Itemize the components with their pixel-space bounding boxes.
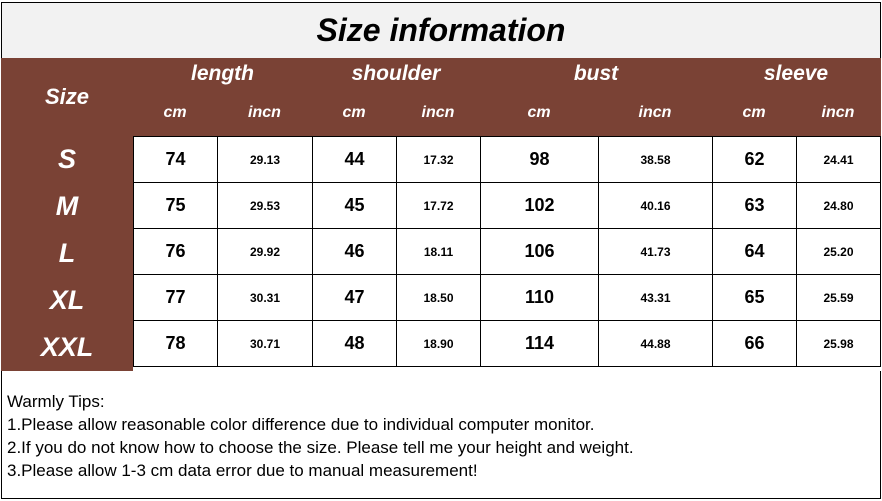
table-row: 78 30.71 48 18.90 114 44.88 66 25.98 <box>133 320 881 367</box>
cell-cm: 98 <box>480 136 599 183</box>
cell-cm: 63 <box>712 182 797 229</box>
cell-cm: 44 <box>312 136 397 183</box>
cell-inch: 25.98 <box>796 320 881 367</box>
size-label: XL <box>49 285 85 315</box>
size-label: S <box>57 144 76 174</box>
unit-header: cm <box>342 104 366 121</box>
unit-header: cm <box>742 104 766 121</box>
size-label: L <box>58 238 76 268</box>
size-label: XXL <box>40 332 94 362</box>
cell-inch: 29.92 <box>217 228 313 275</box>
group-bust: bust <box>573 62 619 85</box>
unit-header: cm <box>527 104 551 121</box>
cell-cm: 75 <box>133 182 218 229</box>
cell-inch: 18.90 <box>396 320 481 367</box>
cell-inch: 18.50 <box>396 274 481 321</box>
cell-cm: 110 <box>480 274 599 321</box>
cell-cm: 114 <box>480 320 599 367</box>
cell-cm: 46 <box>312 228 397 275</box>
group-shoulder: shoulder <box>351 62 441 85</box>
size-table: 74 29.13 44 17.32 98 38.58 62 24.41 75 29.53 45 17.… <box>133 136 881 367</box>
cell-cm: 62 <box>712 136 797 183</box>
cell-inch: 17.32 <box>396 136 481 183</box>
table-row: 77 30.31 47 18.50 110 43.31 65 25.59 <box>133 274 881 321</box>
cell-inch: 38.58 <box>598 136 713 183</box>
table-header: Size length shoulder bust sleeve cm incn… <box>1 58 881 136</box>
cell-inch: 30.71 <box>217 320 313 367</box>
table-row: 74 29.13 44 17.32 98 38.58 62 24.41 <box>133 136 881 183</box>
cell-cm: 78 <box>133 320 218 367</box>
table-row: 75 29.53 45 17.72 102 40.16 63 24.80 <box>133 182 881 229</box>
cell-cm: 47 <box>312 274 397 321</box>
cell-cm: 77 <box>133 274 218 321</box>
cell-inch: 24.80 <box>796 182 881 229</box>
unit-header: incn <box>821 104 855 121</box>
size-header: Size <box>44 84 90 109</box>
cell-inch: 40.16 <box>598 182 713 229</box>
tips-heading: Warmly Tips: <box>7 392 105 411</box>
cell-cm: 65 <box>712 274 797 321</box>
tip-item: 1.Please allow reasonable color differen… <box>7 415 595 434</box>
cell-inch: 25.59 <box>796 274 881 321</box>
table-row: 76 29.92 46 18.11 106 41.73 64 25.20 <box>133 228 881 275</box>
cell-cm: 64 <box>712 228 797 275</box>
unit-header: incn <box>248 104 281 121</box>
group-sleeve: sleeve <box>763 62 829 85</box>
cell-inch: 41.73 <box>598 228 713 275</box>
tips-box: Warmly Tips: 1.Please allow reasonable c… <box>1 371 881 499</box>
cell-inch: 24.41 <box>796 136 881 183</box>
cell-inch: 29.53 <box>217 182 313 229</box>
group-length: length <box>191 62 254 85</box>
cell-inch: 29.13 <box>217 136 313 183</box>
tip-item: 3.Please allow 1-3 cm data error due to … <box>7 461 478 480</box>
cell-cm: 76 <box>133 228 218 275</box>
cell-inch: 43.31 <box>598 274 713 321</box>
page-title: Size information <box>316 12 566 48</box>
unit-header: incn <box>421 104 455 121</box>
title-bar: Size information <box>1 2 881 59</box>
cell-inch: 30.31 <box>217 274 313 321</box>
cell-cm: 102 <box>480 182 599 229</box>
cell-cm: 48 <box>312 320 397 367</box>
cell-inch: 25.20 <box>796 228 881 275</box>
cell-cm: 106 <box>480 228 599 275</box>
cell-cm: 74 <box>133 136 218 183</box>
cell-inch: 17.72 <box>396 182 481 229</box>
size-label: M <box>55 191 79 221</box>
unit-header: incn <box>638 104 672 121</box>
tip-item: 2.If you do not know how to choose the s… <box>7 438 634 457</box>
unit-header: cm <box>163 104 187 121</box>
cell-inch: 44.88 <box>598 320 713 367</box>
cell-cm: 66 <box>712 320 797 367</box>
cell-inch: 18.11 <box>396 228 481 275</box>
cell-cm: 45 <box>312 182 397 229</box>
size-column: S M L XL XXL <box>1 136 133 371</box>
